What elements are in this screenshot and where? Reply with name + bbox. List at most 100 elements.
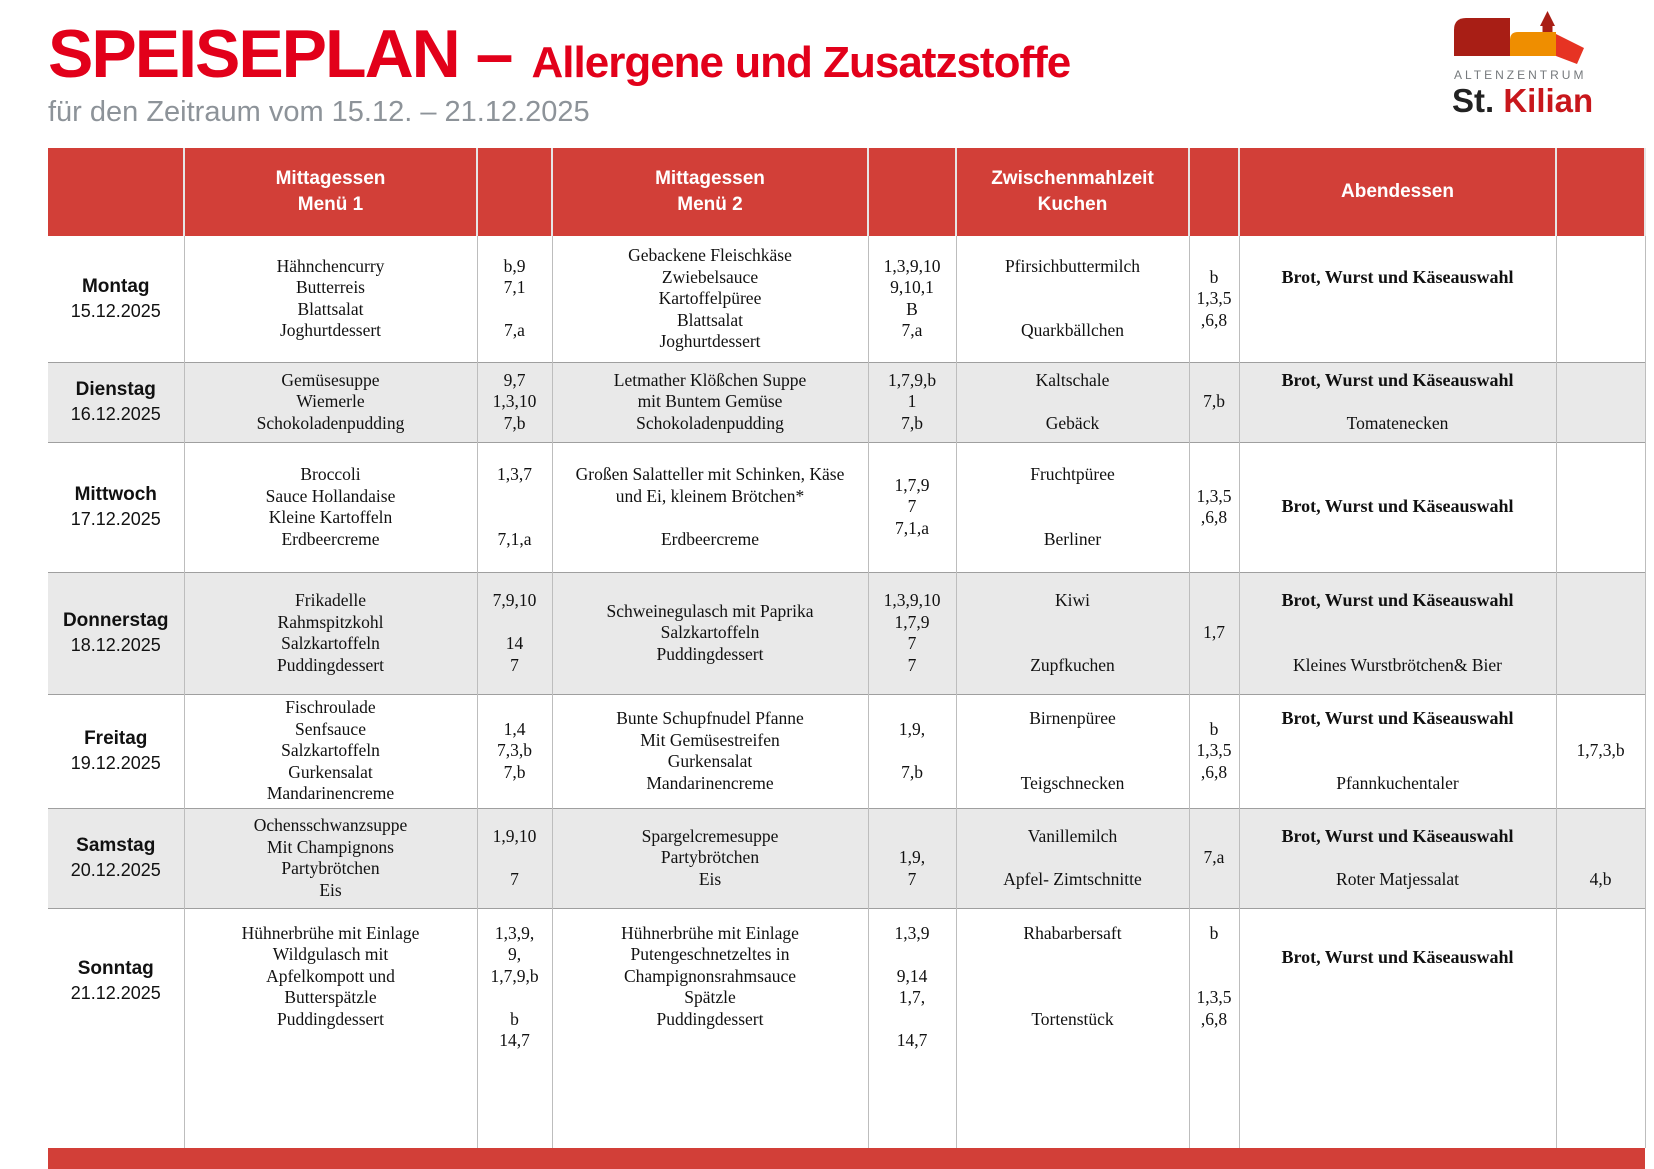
logo-name-prefix: St. <box>1452 82 1495 119</box>
st-kilian-logo: ALTENZENTRUM St. Kilian <box>1452 8 1652 117</box>
day-cell: Donnerstag 18.12.2025 <box>48 572 185 694</box>
menu1-cell: Broccoli Sauce Hollandaise Kleine Kartof… <box>184 442 478 572</box>
dinner-main: Brot, Wurst und Käseauswahl <box>1281 369 1514 390</box>
day-name: Montag <box>81 275 150 297</box>
menu1-allergens-cell: 1,9,10 7 <box>477 808 553 908</box>
menu2-allergen-column-header <box>868 148 957 236</box>
day-cell: Montag 15.12.2025 <box>48 236 185 362</box>
menu1-cell: Hühnerbrühe mit Einlage Wildgulasch mit … <box>184 908 478 1148</box>
snack-cell: Rhabarbersaft Tortenstück <box>956 908 1190 1148</box>
menu2-allergens-cell: 1,3,9 9,14 1,7, 14,7 <box>868 908 957 1148</box>
dinner-cell: Brot, Wurst und Käseauswahl Pfannkuchent… <box>1239 694 1557 808</box>
menu1-cell: Gemüsesuppe Wiemerle Schokoladenpudding <box>184 362 478 442</box>
dinner-cell: Brot, Wurst und Käseauswahl Tomatenecken <box>1239 362 1557 442</box>
table-row-montag: Montag 15.12.2025 Hähnchencurry Butterre… <box>48 236 1646 362</box>
menu1-allergens-cell: 7,9,10 14 7 <box>477 572 553 694</box>
day-cell: Dienstag 16.12.2025 <box>48 362 185 442</box>
menu1-allergens-cell: 1,3,9, 9, 1,7,9,b b 14,7 <box>477 908 553 1148</box>
menu1-cell: Fischroulade Senfsauce Salzkartoffeln Gu… <box>184 694 478 808</box>
day-name: Dienstag <box>75 379 156 400</box>
snack-allergens-cell: 7,b <box>1189 362 1240 442</box>
bottom-red-bar <box>48 1148 1645 1169</box>
dinner-extra: Roter Matjessalat <box>1336 868 1459 889</box>
menu1-allergens-cell: b,9 7,1 7,a <box>477 236 553 362</box>
menu2-cell: Großen Salatteller mit Schinken, Käse un… <box>552 442 869 572</box>
day-cell: Freitag 19.12.2025 <box>48 694 185 808</box>
dinner-cell: Brot, Wurst und Käseauswahl <box>1239 236 1557 362</box>
page-header: SPEISEPLAN – Allergene und Zusatzstoffe … <box>0 0 1654 148</box>
table-row-samstag: Samstag 20.12.2025 Ochensschwanzsuppe Mi… <box>48 808 1646 908</box>
dinner-extra: Pfannkuchentaler <box>1336 772 1459 793</box>
dinner-allergens-cell: 4,b <box>1556 808 1646 908</box>
menu2-allergens-cell: 1,3,9,10 1,7,9 7 7 <box>868 572 957 694</box>
day-date: 16.12.2025 <box>70 404 161 424</box>
snack-allergens-cell: 7,a <box>1189 808 1240 908</box>
dinner-main: Brot, Wurst und Käseauswahl <box>1281 266 1514 287</box>
menu2-allergens-cell: 1,3,9,10 9,10,1 B 7,a <box>868 236 957 362</box>
menu1-cell: Frikadelle Rahmspitzkohl Salzkartoffeln … <box>184 572 478 694</box>
snack-cell: Kiwi Zupfkuchen <box>956 572 1190 694</box>
dinner-allergen-column-header <box>1556 148 1646 236</box>
day-name: Mittwoch <box>74 484 157 505</box>
menu2-allergens-cell: 1,9, 7,b <box>868 694 957 808</box>
day-date: 15.12.2025 <box>70 300 161 321</box>
menu2-allergens-cell: 1,7,9,b 1 7,b <box>868 362 957 442</box>
menu2-allergens-cell: 1,9, 7 <box>868 808 957 908</box>
dinner-extra: Tomatenecken <box>1346 412 1449 433</box>
day-date: 20.12.2025 <box>70 860 161 880</box>
page-title: SPEISEPLAN – Allergene und Zusatzstoffe <box>48 0 1654 88</box>
menu1-allergens-cell: 9,7 1,3,10 7,b <box>477 362 553 442</box>
snack-cell: Fruchtpüree Berliner <box>956 442 1190 572</box>
snack-allergens-cell: 1,7 <box>1189 572 1240 694</box>
day-name: Samstag <box>76 835 156 856</box>
menu1-allergens-cell: 1,4 7,3,b 7,b <box>477 694 553 808</box>
menu2-cell: Schweinegulasch mit Paprika Salzkartoffe… <box>552 572 869 694</box>
dinner-cell: Brot, Wurst und Käseauswahl <box>1239 442 1557 572</box>
snack-allergens-cell: 1,3,5 ,6,8 <box>1189 442 1240 572</box>
date-range-subtitle: für den Zeitraum vom 15.12. – 21.12.2025 <box>48 96 590 128</box>
menu2-column-header: Mittagessen Menü 2 <box>552 148 869 236</box>
dinner-cell: Brot, Wurst und Käseauswahl <box>1239 908 1557 1148</box>
dinner-column-header: Abendessen <box>1239 148 1557 236</box>
title-main: SPEISEPLAN – <box>48 16 513 92</box>
menu2-cell: Bunte Schupfnudel Pfanne Mit Gemüsestrei… <box>552 694 869 808</box>
dinner-allergens-cell <box>1556 442 1646 572</box>
snack-allergens-cell: b 1,3,5 ,6,8 <box>1189 236 1240 362</box>
dinner-allergens-cell <box>1556 362 1646 442</box>
table-row-mittwoch: Mittwoch 17.12.2025 Broccoli Sauce Holla… <box>48 442 1646 572</box>
meal-plan-table: Mittagessen Menü 1 Mittagessen Menü 2 Zw… <box>48 148 1646 1148</box>
day-date: 18.12.2025 <box>70 635 161 655</box>
day-cell: Sonntag 21.12.2025 <box>48 908 185 1148</box>
logo-buildings-icon <box>1454 11 1584 64</box>
table-row-dienstag: Dienstag 16.12.2025 Gemüsesuppe Wiemerle… <box>48 362 1646 442</box>
logo-name: St. Kilian <box>1452 84 1652 117</box>
dinner-cell: Brot, Wurst und Käseauswahl Kleines Wurs… <box>1239 572 1557 694</box>
menu2-cell: Spargelcremesuppe Partybrötchen Eis <box>552 808 869 908</box>
menu1-cell: Hähnchencurry Butterreis Blattsalat Jogh… <box>184 236 478 362</box>
snack-cell: Vanillemilch Apfel- Zimtschnitte <box>956 808 1190 908</box>
logo-org-label: ALTENZENTRUM <box>1454 68 1587 82</box>
snack-cell: Kaltschale Gebäck <box>956 362 1190 442</box>
day-name: Sonntag <box>77 957 154 979</box>
menu2-cell: Letmather Klößchen Suppe mit Buntem Gemü… <box>552 362 869 442</box>
menu1-allergen-column-header <box>477 148 553 236</box>
menu1-cell: Ochensschwanzsuppe Mit Champignons Party… <box>184 808 478 908</box>
dinner-allergens-cell <box>1556 572 1646 694</box>
dinner-main: Brot, Wurst und Käseauswahl <box>1281 590 1514 610</box>
dinner-main: Brot, Wurst und Käseauswahl <box>1281 496 1514 517</box>
dinner-main: Brot, Wurst und Käseauswahl <box>1281 825 1514 846</box>
dinner-extra: Kleines Wurstbrötchen& Bier <box>1293 654 1502 675</box>
dinner-allergens-cell: 1,7,3,b <box>1556 694 1646 808</box>
title-sub: Allergene und Zusatzstoffe <box>531 38 1072 87</box>
menu2-allergens-cell: 1,7,9 7 7,1,a <box>868 442 957 572</box>
logo-name-main: Kilian <box>1503 82 1594 119</box>
table-row-freitag: Freitag 19.12.2025 Fischroulade Senfsauc… <box>48 694 1646 808</box>
day-cell: Mittwoch 17.12.2025 <box>48 442 185 572</box>
dinner-allergens-cell <box>1556 236 1646 362</box>
day-date: 21.12.2025 <box>70 982 161 1003</box>
snack-allergen-column-header <box>1189 148 1240 236</box>
day-date: 17.12.2025 <box>70 509 161 529</box>
dinner-allergens-cell <box>1556 908 1646 1148</box>
snack-column-header: Zwischenmahlzeit Kuchen <box>956 148 1190 236</box>
table-row-sonntag: Sonntag 21.12.2025 Hühnerbrühe mit Einla… <box>48 908 1646 1148</box>
